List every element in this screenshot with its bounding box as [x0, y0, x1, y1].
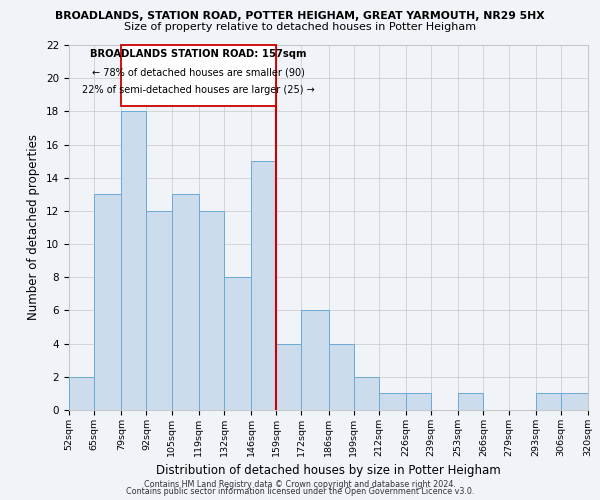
Bar [199, 211, 224, 410]
Text: ← 78% of detached houses are smaller (90): ← 78% of detached houses are smaller (90… [92, 68, 305, 78]
Y-axis label: Number of detached properties: Number of detached properties [28, 134, 40, 320]
Bar [146, 211, 172, 410]
Text: BROADLANDS STATION ROAD: 157sqm: BROADLANDS STATION ROAD: 157sqm [91, 49, 307, 59]
Bar [69, 377, 94, 410]
X-axis label: Distribution of detached houses by size in Potter Heigham: Distribution of detached houses by size … [156, 464, 501, 477]
Bar [301, 310, 329, 410]
Bar [121, 112, 146, 410]
Bar [329, 344, 353, 410]
Bar [121, 45, 276, 106]
Text: Contains public sector information licensed under the Open Government Licence v3: Contains public sector information licen… [126, 488, 474, 496]
Bar [94, 194, 121, 410]
Bar [224, 278, 251, 410]
Text: 22% of semi-detached houses are larger (25) →: 22% of semi-detached houses are larger (… [82, 84, 315, 94]
Bar [561, 394, 588, 410]
Bar [172, 194, 199, 410]
Bar [353, 377, 379, 410]
Text: BROADLANDS, STATION ROAD, POTTER HEIGHAM, GREAT YARMOUTH, NR29 5HX: BROADLANDS, STATION ROAD, POTTER HEIGHAM… [55, 11, 545, 21]
Bar [406, 394, 431, 410]
Bar [536, 394, 561, 410]
Bar [251, 161, 276, 410]
Bar [458, 394, 484, 410]
Bar [276, 344, 301, 410]
Text: Size of property relative to detached houses in Potter Heigham: Size of property relative to detached ho… [124, 22, 476, 32]
Bar [379, 394, 406, 410]
Text: Contains HM Land Registry data © Crown copyright and database right 2024.: Contains HM Land Registry data © Crown c… [144, 480, 456, 489]
